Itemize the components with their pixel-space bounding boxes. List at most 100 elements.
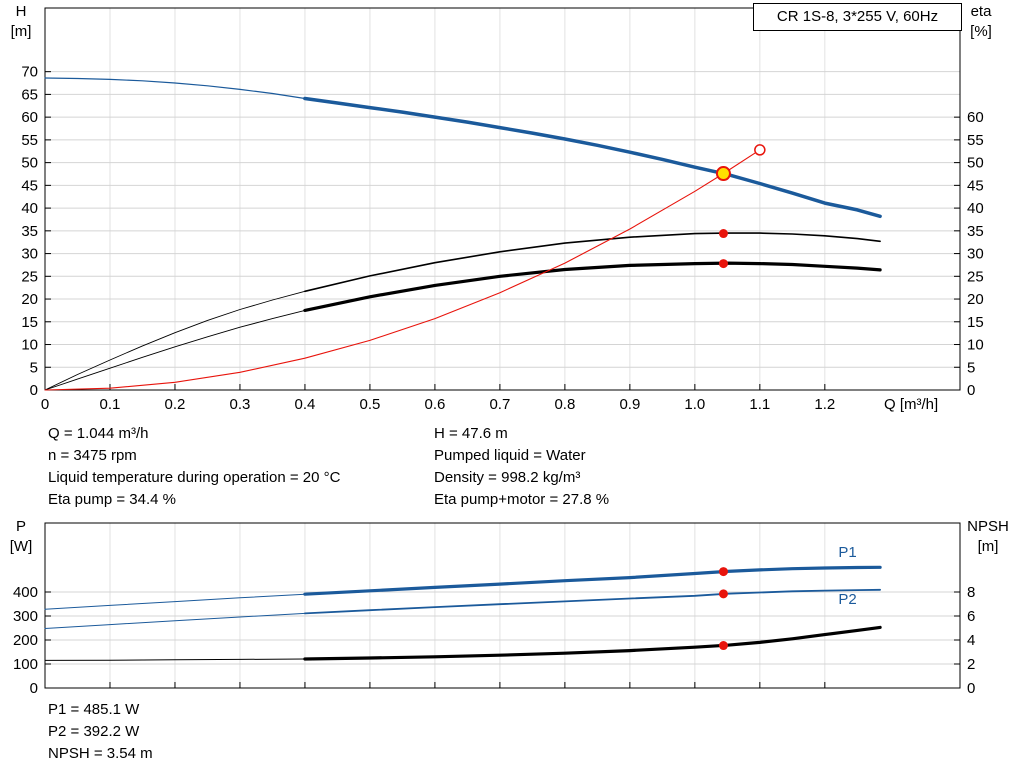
right-tick-label: 30 [967,246,984,263]
operating-info-right: H = 47.6 m Pumped liquid = Water Density =… [434,423,609,511]
left-tick-label: 100 [13,656,38,673]
p1-curve [303,565,882,596]
right-tick-label: 15 [967,314,984,331]
left-tick-label: 55 [21,132,38,149]
right-tick-label: 60 [967,109,984,126]
text-line: P2 = 392.2 W [48,723,140,740]
eta-pump-motor-curve [303,261,882,312]
x-tick-label: 0.8 [554,396,575,413]
text-line: Liquid temperature during operation = 20… [48,469,341,486]
eta-pump-curve-low [44,290,306,391]
p2-curve-low [44,612,306,629]
x-tick-label: 1.0 [684,396,705,413]
left-tick-label: 60 [21,109,38,126]
head-axis-unit: [m] [10,23,32,40]
power-axis-unit: [W] [9,538,33,555]
right-tick-label: 25 [967,268,984,285]
right-tick-label: 0 [967,680,975,697]
x-tick-label: 0.4 [295,396,316,413]
eta-pump-curve [304,232,881,293]
text-line: Eta pump = 34.4 % [48,491,176,508]
x-tick-label: 1.1 [749,396,770,413]
right-tick-label: 4 [967,632,975,649]
x-tick-label: 0.7 [489,396,510,413]
left-tick-label: 70 [21,64,38,81]
head-axis-symbol: H [15,3,27,20]
npsh-axis-label: NPSH [m] [958,517,1018,557]
left-tick-label: 0 [30,680,38,697]
left-tick-label: 50 [21,155,38,172]
right-tick-label: 50 [967,155,984,172]
curve-label-p2: P2 [838,591,856,608]
left-tick-label: 25 [21,268,38,285]
flow-axis-title: Q [m³/h] [884,396,939,413]
right-tick-label: 10 [967,337,984,354]
p2-marker [718,589,728,599]
x-tick-label: 1.2 [814,396,835,413]
system-curve [44,149,761,391]
left-tick-label: 35 [21,223,38,240]
right-tick-label: 2 [967,656,975,673]
x-tick-label: 0.3 [230,396,251,413]
right-tick-label: 45 [967,177,984,194]
text-line: Density = 998.2 kg/m³ [434,469,581,486]
left-tick-label: 200 [13,632,38,649]
p2-curve [303,588,881,615]
right-tick-label: 5 [967,359,975,376]
qh-eta-chart: 0 5 10 15 20 25 30 35 40 45 50 55 60 65 70 0 5 10 15 20 25 30… [21,7,984,413]
eta-pump-motor-curve-low [44,309,306,391]
x-tick-label: 0.1 [100,396,121,413]
left-tick-label: 15 [21,314,38,331]
left-tick-label: 5 [30,359,38,376]
left-tick-label: 20 [21,291,38,308]
p1-marker [718,567,728,577]
left-tick-label: 10 [21,337,38,354]
left-tick-label: 65 [21,86,38,103]
text-line: n = 3475 rpm [48,447,137,464]
power-axis-label: P [W] [4,517,38,557]
plot-border [44,522,961,689]
duty-point-marker [715,166,731,182]
x-tick-label: 0.5 [359,396,380,413]
result-values: P1 = 485.1 W P2 = 392.2 W NPSH = 3.54 m [48,699,153,765]
left-tick-label: 400 [13,584,38,601]
pump-model-box: CR 1S-8, 3*255 V, 60Hz [753,3,962,31]
right-tick-label: 55 [967,132,984,149]
npsh-curve [303,625,882,661]
curve-label-p1: P1 [838,544,856,561]
power-npsh-chart: 0 100 200 300 400 0 2 4 6 8 P1 P2 [13,522,975,697]
text-line: NPSH = 3.54 m [48,745,153,762]
right-tick-label: 0 [967,382,975,399]
eta-pump-marker [718,229,728,239]
eta-axis-symbol: eta [970,3,992,20]
eta-pump-motor-marker [718,259,728,269]
npsh-marker [718,641,728,651]
x-tick-label: 0 [41,396,49,413]
left-tick-label: 45 [21,177,38,194]
left-tick-label: 40 [21,200,38,217]
right-tick-label: 8 [967,584,975,601]
left-tick-label: 0 [30,382,38,399]
npsh-curve-low [44,658,306,661]
head-curve-low [44,77,306,100]
text-line: Eta pump+motor = 27.8 % [434,491,610,508]
right-tick-label: 35 [967,223,984,240]
operating-info-left: Q = 1.044 m³/h n = 3475 rpm Liquid tempera… [48,423,340,511]
right-tick-label: 40 [967,200,984,217]
x-tick-label: 0.6 [424,396,445,413]
plot-border [44,7,961,391]
npsh-axis-symbol: NPSH [967,518,1009,535]
left-tick-label: 300 [13,608,38,625]
p1-curve-low [44,593,306,610]
head-curve [303,96,882,219]
system-extension-marker [754,144,766,156]
eta-axis-unit: [%] [970,23,992,40]
right-tick-label: 20 [967,291,984,308]
right-tick-label: 6 [967,608,975,625]
left-tick-label: 30 [21,246,38,263]
text-line: P1 = 485.1 W [48,701,140,718]
x-tick-label: 0.9 [619,396,640,413]
x-tick-label: 0.2 [165,396,186,413]
text-line: H = 47.6 m [434,425,508,442]
